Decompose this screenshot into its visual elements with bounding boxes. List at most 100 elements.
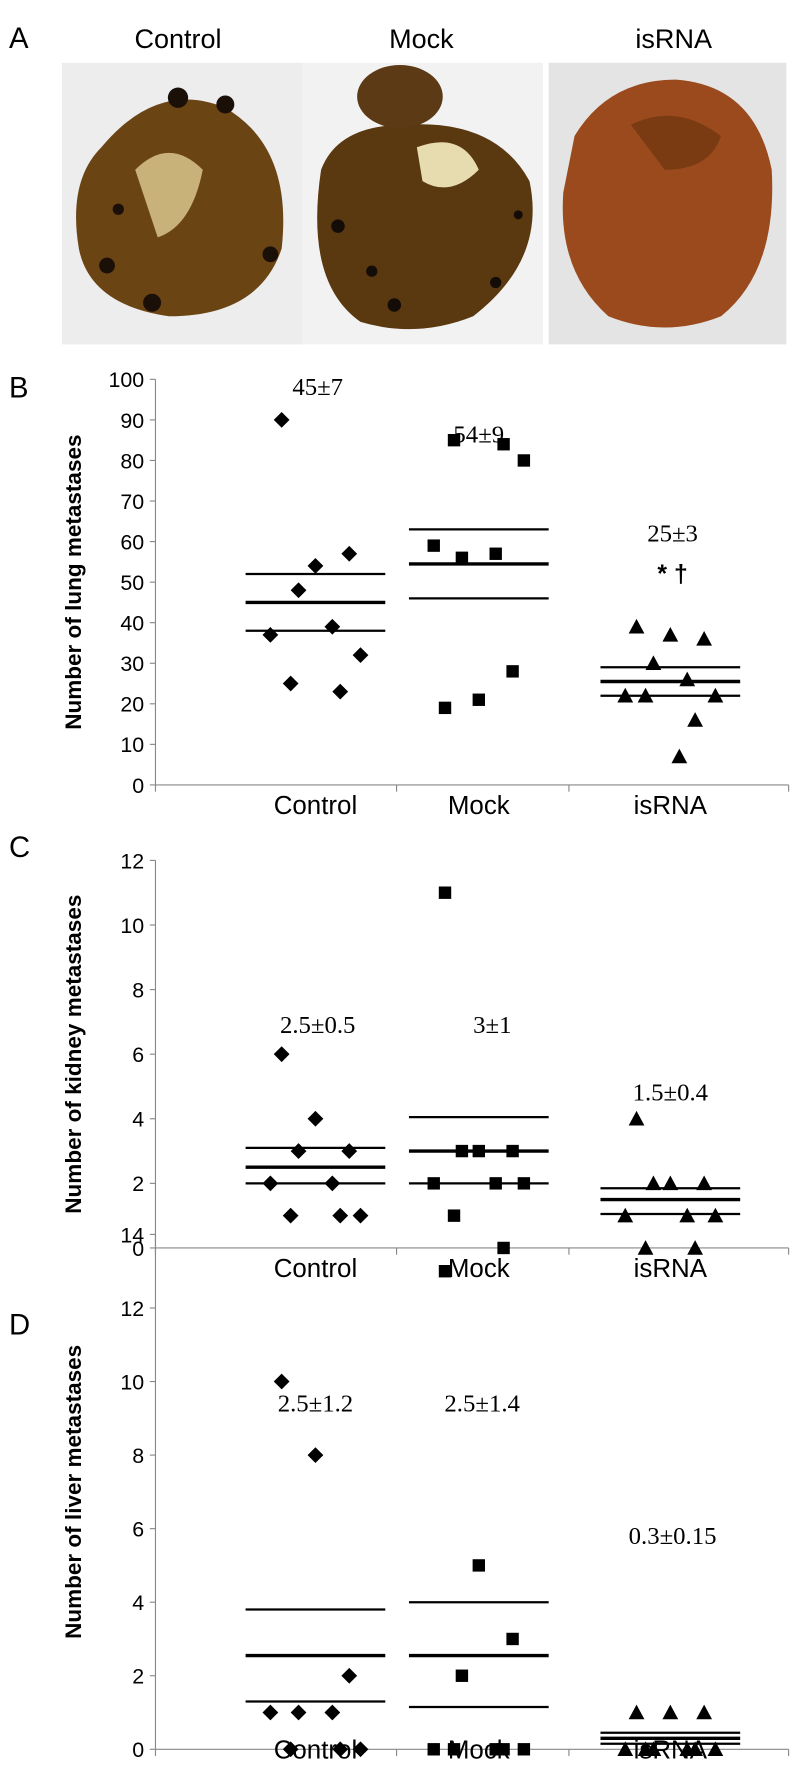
annotation: 45±7 (292, 374, 343, 401)
y-tick-label: 0 (132, 1237, 144, 1261)
point (617, 687, 634, 703)
photo-caption: Control (134, 24, 221, 54)
point (438, 1265, 452, 1278)
y-tick-label: 10 (120, 1370, 144, 1394)
y-tick-label: 0 (132, 1738, 144, 1762)
point (489, 547, 502, 560)
point (662, 1704, 679, 1720)
point (637, 687, 654, 703)
panel-label: B (9, 371, 29, 404)
point (617, 1741, 634, 1757)
point (324, 1704, 341, 1721)
x-tick-label: Control (274, 1255, 358, 1283)
point (679, 1207, 696, 1223)
y-tick-label: 10 (120, 914, 144, 938)
y-tick-label: 12 (120, 849, 144, 873)
point (472, 1144, 486, 1158)
point (517, 1743, 531, 1756)
point (662, 1175, 679, 1191)
point (645, 655, 662, 671)
point (273, 1046, 290, 1063)
point (472, 1559, 486, 1572)
point (290, 582, 307, 599)
point (447, 1209, 461, 1222)
y-tick-label: 0 (132, 774, 144, 798)
point (262, 1175, 279, 1192)
point (332, 683, 349, 700)
point (696, 1704, 713, 1720)
photo (548, 62, 787, 345)
y-tick-label: 2 (132, 1172, 144, 1196)
point (628, 1704, 645, 1720)
point (341, 1143, 358, 1159)
point (696, 631, 713, 646)
y-tick-label: 12 (120, 1297, 144, 1321)
point (352, 1207, 369, 1224)
point (662, 626, 679, 642)
panel-label: A (9, 22, 29, 55)
y-tick-label: 6 (132, 1043, 144, 1067)
point (307, 1110, 324, 1127)
point (506, 1144, 519, 1158)
point (262, 626, 279, 643)
point (262, 1704, 279, 1721)
point (427, 539, 440, 552)
point (489, 1177, 502, 1190)
x-tick-label: isRNA (634, 792, 708, 820)
point (455, 1144, 469, 1158)
point (645, 1175, 662, 1191)
point (332, 1207, 349, 1224)
annotation: 2.5±0.5 (280, 1012, 356, 1039)
y-tick-label: 8 (132, 1444, 144, 1468)
point (352, 647, 369, 664)
annotation: 2.5±1.2 (278, 1390, 354, 1417)
point (637, 1240, 654, 1255)
point (687, 712, 703, 727)
y-tick-label: 50 (120, 571, 144, 595)
point (707, 1207, 724, 1223)
y-tick-label: 90 (120, 409, 144, 433)
y-tick-label: 20 (120, 693, 144, 717)
point (324, 1175, 341, 1192)
point (506, 665, 519, 678)
point (517, 1177, 531, 1190)
panel-label: D (9, 1309, 30, 1342)
point (707, 687, 724, 703)
y-tick-label: 6 (132, 1518, 144, 1542)
y-tick-label: 8 (132, 978, 144, 1002)
point (324, 618, 341, 635)
annotation: 0.3±0.15 (629, 1523, 717, 1550)
point (671, 748, 688, 764)
point (455, 551, 469, 564)
point (497, 438, 510, 451)
point (341, 545, 358, 562)
y-tick-label: 4 (132, 1108, 144, 1132)
y-tick-label: 70 (120, 490, 144, 514)
y-axis-title: Number of lung metastases (61, 434, 86, 729)
point (273, 1373, 290, 1390)
photo-caption: isRNA (635, 24, 712, 54)
point (687, 1240, 703, 1255)
point (282, 1207, 299, 1224)
photo (301, 62, 544, 345)
point (447, 1743, 461, 1756)
point (273, 412, 290, 428)
y-tick-label: 80 (120, 449, 144, 473)
y-tick-label: 2 (132, 1665, 144, 1689)
point (455, 1669, 469, 1682)
panel-label: C (9, 831, 30, 864)
point (637, 1741, 654, 1757)
point (679, 671, 696, 687)
y-tick-label: 30 (120, 652, 144, 676)
y-tick-label: 100 (109, 368, 145, 392)
point (617, 1207, 634, 1223)
point (707, 1741, 724, 1757)
annotation: 1.5±0.4 (633, 1079, 709, 1106)
point (687, 1741, 703, 1757)
annotation: * † (657, 561, 687, 588)
y-tick-label: 4 (132, 1591, 144, 1615)
point (427, 1177, 440, 1190)
x-tick-label: isRNA (634, 1255, 708, 1283)
